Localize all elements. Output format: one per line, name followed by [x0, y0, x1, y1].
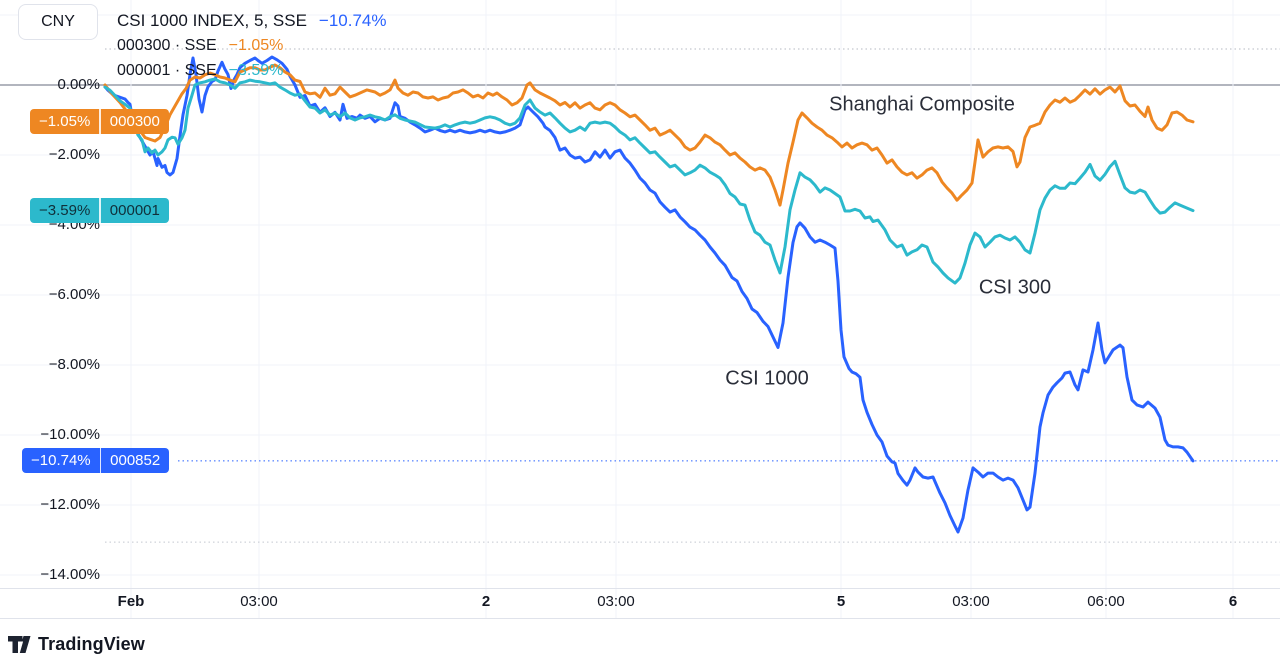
series-line-000001 — [103, 77, 1195, 285]
price-badge-divider — [99, 198, 101, 224]
series-annotation: CSI 1000 — [725, 367, 809, 390]
price-badge-000001: −3.59% 000001 — [30, 198, 169, 224]
series-annotation: CSI 300 — [978, 276, 1052, 299]
price-badge-divider — [99, 109, 101, 135]
compare-symbol-change: −3.59% — [228, 62, 284, 79]
series-line-000852 — [103, 55, 1195, 534]
tradingview-logo-icon — [8, 635, 31, 654]
x-axis-label: 03:00 — [952, 593, 990, 610]
price-badge-value: −3.59% — [39, 202, 91, 220]
x-axis-label: 5 — [836, 593, 846, 610]
y-axis-label: −14.00% — [40, 566, 100, 583]
x-axis-label: 03:00 — [240, 593, 278, 610]
main-symbol-change: −10.74% — [318, 11, 387, 30]
price-badge-value: −10.74% — [31, 452, 91, 470]
price-badge-symbol: 000300 — [109, 113, 160, 131]
price-badge-value: −1.05% — [39, 113, 91, 131]
y-axis-label: −10.00% — [40, 426, 100, 443]
currency-button[interactable]: CNY — [18, 4, 98, 40]
legend-row-main-symbol[interactable]: CSI 1000 INDEX, 5, SSE −10.74% — [117, 8, 387, 33]
compare-symbol-title: 000001 · SSE — [117, 62, 217, 79]
x-axis-label: 06:00 — [1087, 593, 1125, 610]
x-axis-label: 6 — [1228, 593, 1238, 610]
main-symbol-title: CSI 1000 INDEX, 5, SSE — [117, 11, 307, 30]
compare-symbol-title: 000300 · SSE — [117, 37, 217, 54]
price-badge-000852: −10.74% 000852 — [22, 448, 170, 474]
legend-row-compare-000300[interactable]: 000300 · SSE −1.05% — [117, 33, 387, 58]
y-axis-label: 0.00% — [57, 76, 100, 93]
x-axis-label: 03:00 — [597, 593, 635, 610]
tradingview-attribution[interactable]: TradingView — [8, 634, 145, 655]
x-axis-label: 2 — [481, 593, 491, 610]
price-chart-canvas[interactable] — [0, 0, 1280, 620]
chart-legend: CSI 1000 INDEX, 5, SSE −10.74% 000300 · … — [117, 8, 387, 83]
y-axis-label: −2.00% — [48, 146, 100, 163]
legend-row-compare-000001[interactable]: 000001 · SSE −3.59% — [117, 58, 387, 83]
series-line-000300 — [103, 63, 1195, 207]
y-axis-label: −6.00% — [48, 286, 100, 303]
price-badge-symbol: 000001 — [109, 202, 160, 220]
tradingview-brand-text: TradingView — [38, 634, 145, 654]
y-axis-label: −12.00% — [40, 496, 100, 513]
price-badge-symbol: 000852 — [110, 452, 161, 470]
compare-symbol-change: −1.05% — [228, 37, 284, 54]
x-axis-label: Feb — [117, 593, 145, 610]
currency-label: CNY — [41, 13, 75, 30]
y-axis-label: −8.00% — [48, 356, 100, 373]
price-badge-divider — [99, 448, 102, 474]
series-annotation: Shanghai Composite — [829, 93, 1015, 116]
price-badge-000300: −1.05% 000300 — [30, 109, 169, 135]
